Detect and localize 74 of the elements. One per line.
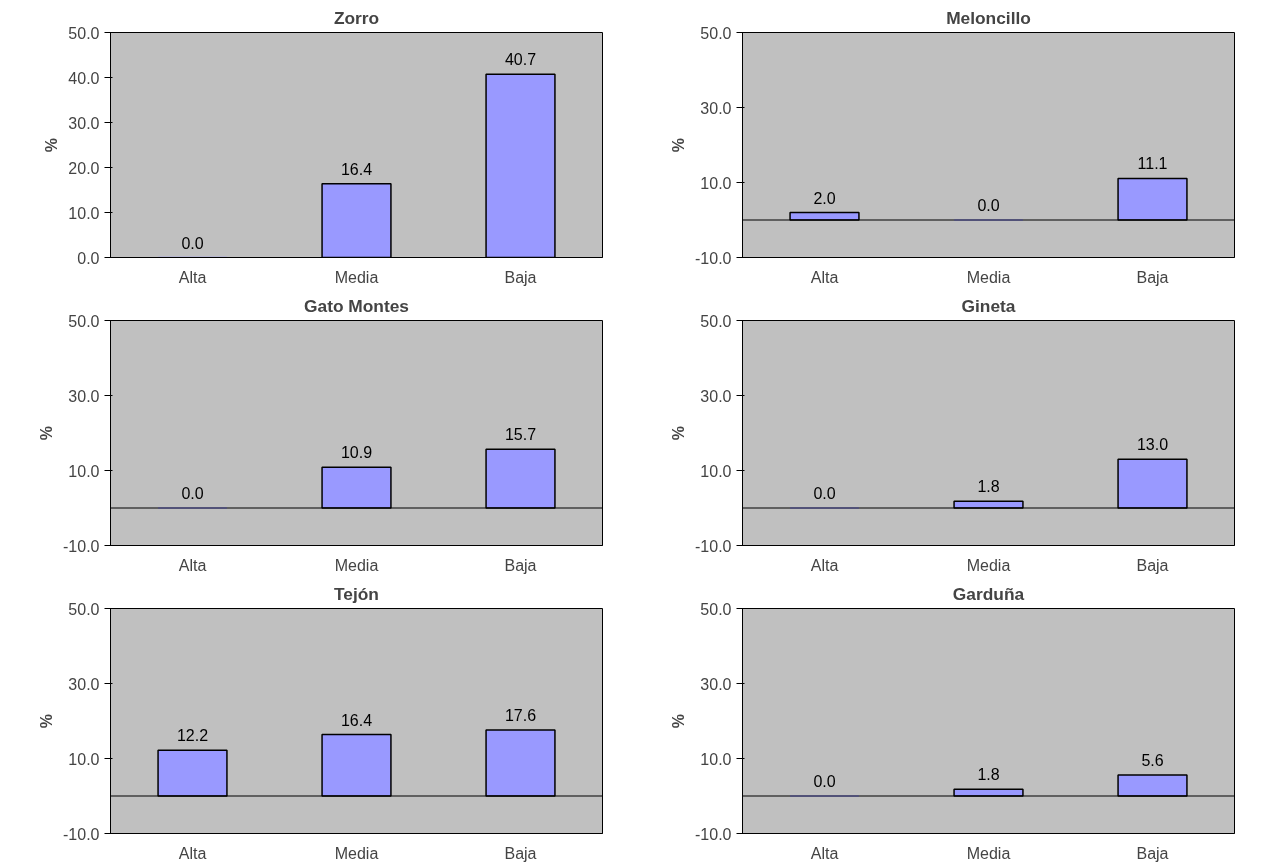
data-label: 11.1 [1137,155,1168,173]
y-tick-label: 50.0 [700,24,732,42]
y-axis-title: % [670,713,688,729]
x-tick-label: Baja [1136,844,1169,862]
y-tick-label: 50.0 [700,600,732,618]
data-label: 12.2 [176,727,209,745]
data-label: 17.6 [504,707,537,724]
data-label: 40.7 [504,51,537,69]
data-label: 13.0 [1136,436,1169,454]
x-tick-label: Media [966,268,1011,286]
x-tick-label: Alta [810,268,839,286]
y-tick-label: 40.0 [68,69,100,87]
y-tick-label: 50.0 [700,312,732,330]
y-tick-label: 30.0 [68,675,100,693]
x-tick-label: Media [966,556,1011,574]
data-label: 10.9 [340,444,373,462]
data-label: 16.4 [340,160,373,178]
chart-title: Gato Montes [304,295,409,316]
x-tick-label: Media [334,844,379,862]
y-tick-label: 50.0 [68,24,100,42]
y-tick-label: -10.0 [63,537,100,555]
x-tick-label: Baja [504,844,537,862]
y-tick-label: 10.0 [700,174,732,192]
y-tick-label: 10.0 [68,750,100,768]
data-label: 0.0 [181,234,204,252]
data-label: 5.6 [1141,752,1164,769]
y-axis-title: % [43,137,61,153]
x-tick-label: Alta [178,844,207,862]
data-label: 0.0 [813,485,836,502]
data-label: 16.4 [340,711,373,729]
y-tick-label: 30.0 [68,387,100,405]
data-label: 0.0 [813,773,836,790]
x-tick-label: Alta [178,556,207,574]
y-tick-label: -10.0 [695,537,732,555]
y-axis-title: % [670,425,688,441]
y-tick-label: 10.0 [68,462,100,480]
x-tick-label: Alta [178,268,207,286]
x-tick-label: Baja [1136,268,1169,286]
x-tick-label: Media [334,556,379,574]
chart-title: Tejón [334,583,379,604]
y-tick-label: 30.0 [68,114,100,132]
x-tick-label: Baja [504,268,537,286]
data-label: 2.0 [813,189,836,207]
y-tick-label: 30.0 [700,387,732,405]
y-tick-label: 30.0 [700,99,732,117]
y-tick-label: -10.0 [695,825,732,843]
data-label: 1.8 [977,766,1000,784]
chart-title: Gineta [961,295,1016,316]
x-tick-label: Baja [1136,556,1169,574]
y-tick-label: 10.0 [700,462,732,480]
y-axis-title: % [38,713,56,729]
x-tick-label: Alta [810,844,839,862]
y-tick-label: 20.0 [68,159,100,177]
x-tick-label: Baja [504,556,537,574]
x-tick-label: Media [966,844,1011,862]
y-tick-label: 50.0 [68,312,100,330]
y-tick-label: -10.0 [695,249,732,267]
y-tick-label: 30.0 [700,675,732,693]
y-tick-label: 0.0 [77,249,100,267]
y-tick-label: 50.0 [68,600,100,618]
chart-title: Meloncillo [946,7,1031,28]
data-label: 1.8 [977,478,1000,496]
data-label: 0.0 [977,197,1000,214]
x-tick-label: Media [334,268,379,286]
y-axis-title: % [670,137,688,153]
x-tick-label: Alta [810,556,839,574]
chart-title: Zorro [333,7,380,28]
y-tick-label: 10.0 [700,750,732,768]
chart-title: Garduña [952,583,1025,604]
y-tick-label: -10.0 [63,825,100,843]
data-label: 15.7 [504,426,537,444]
y-axis-title: % [38,425,56,441]
data-label: 0.0 [181,485,204,502]
y-tick-label: 10.0 [68,204,100,222]
